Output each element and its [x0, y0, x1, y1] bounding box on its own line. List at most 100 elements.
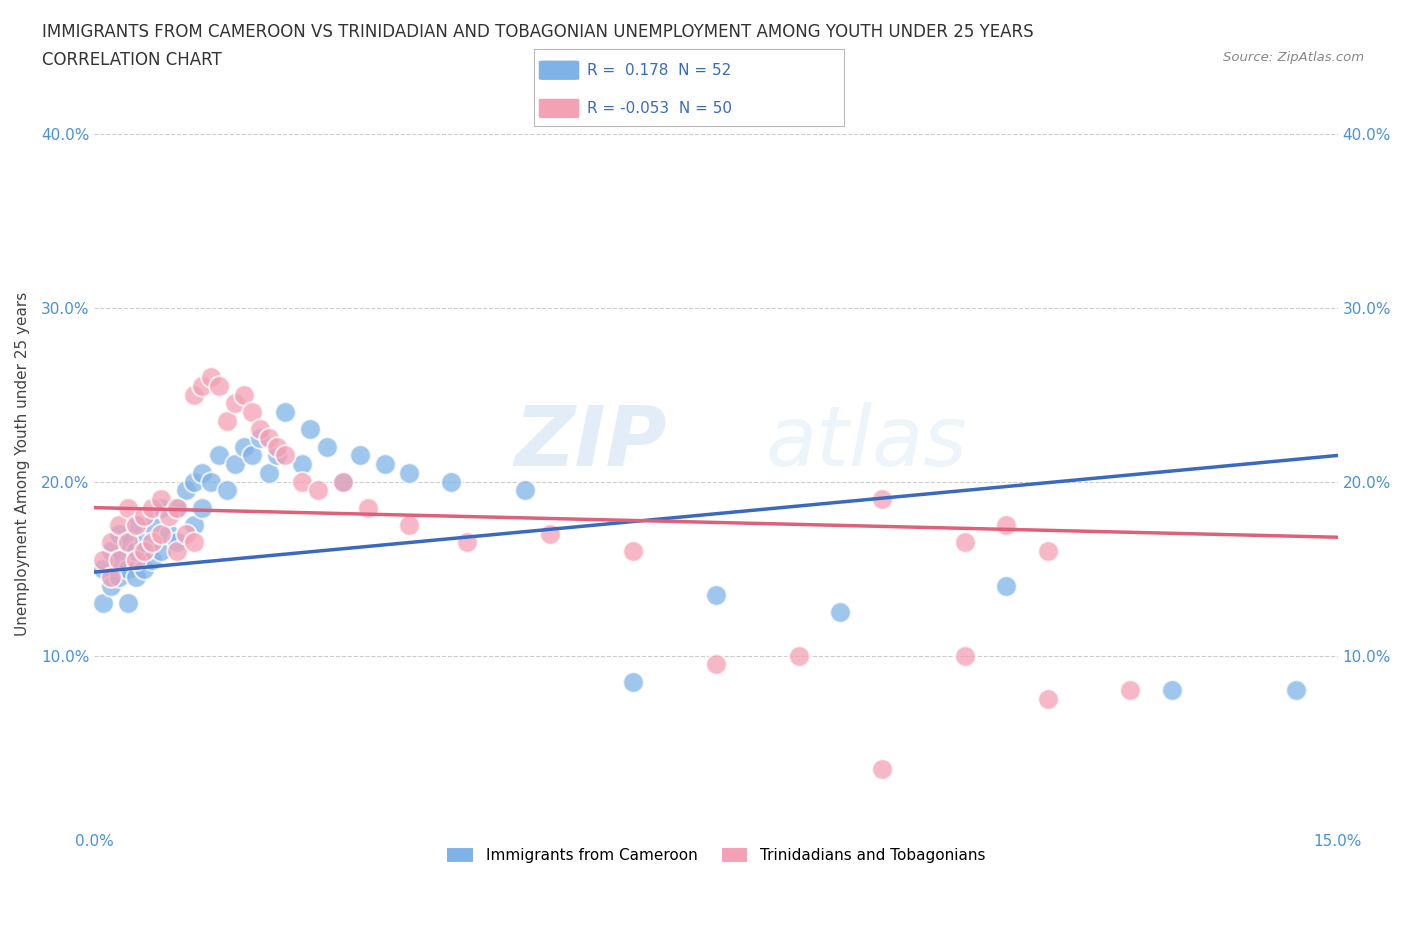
Point	[134, 535, 156, 550]
FancyBboxPatch shape	[537, 98, 581, 119]
Point	[1036, 692, 1059, 707]
Point	[174, 483, 197, 498]
Point	[232, 439, 254, 454]
Point	[117, 535, 139, 550]
Point	[117, 596, 139, 611]
Point	[108, 552, 131, 567]
Point	[217, 483, 239, 498]
Point	[183, 387, 205, 402]
Text: ZIP: ZIP	[513, 402, 666, 483]
Point	[166, 500, 188, 515]
Point	[240, 405, 263, 419]
Point	[200, 370, 222, 385]
Point	[953, 648, 976, 663]
Point	[249, 422, 271, 437]
Point	[538, 526, 561, 541]
Point	[704, 657, 727, 671]
Point	[307, 483, 329, 498]
Point	[125, 544, 148, 559]
Point	[515, 483, 537, 498]
Point	[456, 535, 478, 550]
Point	[100, 578, 122, 593]
Point	[100, 544, 122, 559]
Point	[174, 526, 197, 541]
Point	[217, 413, 239, 428]
Point	[374, 457, 396, 472]
Point	[357, 500, 380, 515]
Point	[100, 570, 122, 585]
Point	[117, 535, 139, 550]
FancyBboxPatch shape	[537, 60, 581, 81]
Point	[108, 526, 131, 541]
Point	[274, 448, 297, 463]
Point	[274, 405, 297, 419]
Point	[141, 552, 163, 567]
Point	[191, 379, 214, 393]
Point	[704, 587, 727, 602]
Text: IMMIGRANTS FROM CAMEROON VS TRINIDADIAN AND TOBAGONIAN UNEMPLOYMENT AMONG YOUTH : IMMIGRANTS FROM CAMEROON VS TRINIDADIAN …	[42, 23, 1033, 41]
Point	[332, 474, 354, 489]
Point	[108, 518, 131, 533]
Point	[870, 492, 893, 507]
Point	[149, 492, 172, 507]
Point	[166, 535, 188, 550]
Point	[621, 674, 644, 689]
Point	[91, 552, 114, 567]
Point	[298, 422, 321, 437]
Point	[953, 535, 976, 550]
Point	[191, 500, 214, 515]
Point	[141, 535, 163, 550]
Point	[995, 518, 1018, 533]
Point	[208, 448, 231, 463]
Point	[141, 518, 163, 533]
Text: R = -0.053  N = 50: R = -0.053 N = 50	[586, 100, 733, 116]
Y-axis label: Unemployment Among Youth under 25 years: Unemployment Among Youth under 25 years	[15, 292, 30, 636]
Point	[183, 474, 205, 489]
Point	[240, 448, 263, 463]
Point	[787, 648, 810, 663]
Point	[1285, 683, 1308, 698]
Point	[191, 465, 214, 480]
Text: Source: ZipAtlas.com: Source: ZipAtlas.com	[1223, 51, 1364, 64]
Point	[125, 570, 148, 585]
Point	[183, 535, 205, 550]
Point	[125, 518, 148, 533]
Point	[398, 465, 420, 480]
Point	[349, 448, 371, 463]
Point	[224, 457, 246, 472]
Point	[91, 596, 114, 611]
Point	[1036, 544, 1059, 559]
Point	[440, 474, 463, 489]
Point	[117, 500, 139, 515]
Point	[149, 500, 172, 515]
Point	[232, 387, 254, 402]
Point	[91, 561, 114, 576]
Point	[100, 535, 122, 550]
Point	[166, 500, 188, 515]
Point	[208, 379, 231, 393]
Point	[291, 457, 314, 472]
Point	[200, 474, 222, 489]
Point	[117, 561, 139, 576]
Point	[108, 552, 131, 567]
Point	[149, 544, 172, 559]
Point	[157, 526, 180, 541]
Text: R =  0.178  N = 52: R = 0.178 N = 52	[586, 62, 731, 78]
Point	[224, 396, 246, 411]
Point	[125, 552, 148, 567]
Point	[257, 465, 280, 480]
Point	[257, 431, 280, 445]
Point	[266, 439, 288, 454]
Point	[183, 518, 205, 533]
Point	[249, 431, 271, 445]
Point	[291, 474, 314, 489]
Point	[134, 509, 156, 524]
Point	[134, 561, 156, 576]
Point	[995, 578, 1018, 593]
Point	[108, 570, 131, 585]
Text: atlas: atlas	[766, 402, 967, 483]
Text: CORRELATION CHART: CORRELATION CHART	[42, 51, 222, 69]
Point	[621, 544, 644, 559]
Point	[1119, 683, 1142, 698]
Legend: Immigrants from Cameroon, Trinidadians and Tobagonians: Immigrants from Cameroon, Trinidadians a…	[440, 842, 993, 870]
